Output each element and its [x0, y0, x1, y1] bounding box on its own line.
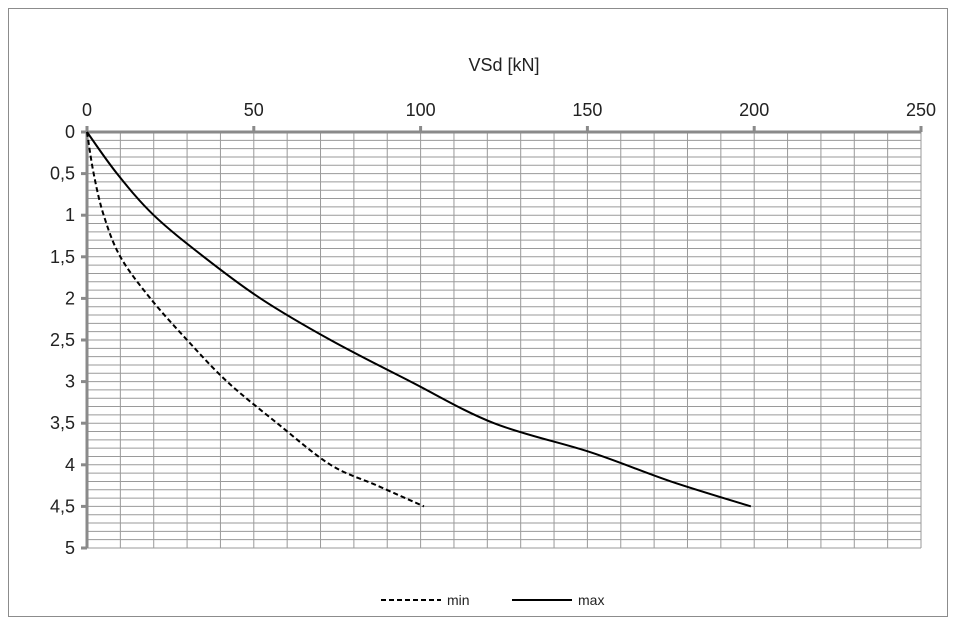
series-line-min [86, 131, 425, 508]
y-tick-label: 2,5 [50, 330, 75, 350]
y-tick-label: 1 [65, 205, 75, 225]
y-tick-label: 3,5 [50, 413, 75, 433]
axes: 0 50 100 150 200 250 0 0,5 1 1,5 2 2,5 3 3,5 4 4,5 5 [50, 100, 936, 558]
legend-label-max: max [578, 592, 604, 608]
series-line-max [86, 131, 752, 508]
y-tick-label: 0 [65, 122, 75, 142]
y-tick-label: 4 [65, 455, 75, 475]
x-tick-label: 100 [406, 100, 436, 120]
y-tick-label: 5 [65, 538, 75, 558]
legend-label-min: min [447, 592, 470, 608]
x-axis-title: VSd [kN] [468, 55, 539, 75]
series [86, 131, 752, 508]
x-tick-label: 50 [244, 100, 264, 120]
y-tick-label: 1,5 [50, 247, 75, 267]
grid [87, 132, 922, 549]
y-tick-label: 3 [65, 372, 75, 392]
chart-frame: 0 50 100 150 200 250 0 0,5 1 1,5 2 2,5 3 3,5 4 4,5 5 VSd… [8, 8, 948, 617]
x-tick-label: 0 [82, 100, 92, 120]
legend: min max [381, 592, 604, 608]
line-chart: 0 50 100 150 200 250 0 0,5 1 1,5 2 2,5 3 3,5 4 4,5 5 VSd… [50, 55, 936, 608]
y-tick-label: 2 [65, 288, 75, 308]
x-tick-label: 250 [906, 100, 936, 120]
x-tick-label: 150 [572, 100, 602, 120]
x-tick-label: 200 [739, 100, 769, 120]
y-tick-label: 0,5 [50, 164, 75, 184]
y-tick-label: 4,5 [50, 496, 75, 516]
